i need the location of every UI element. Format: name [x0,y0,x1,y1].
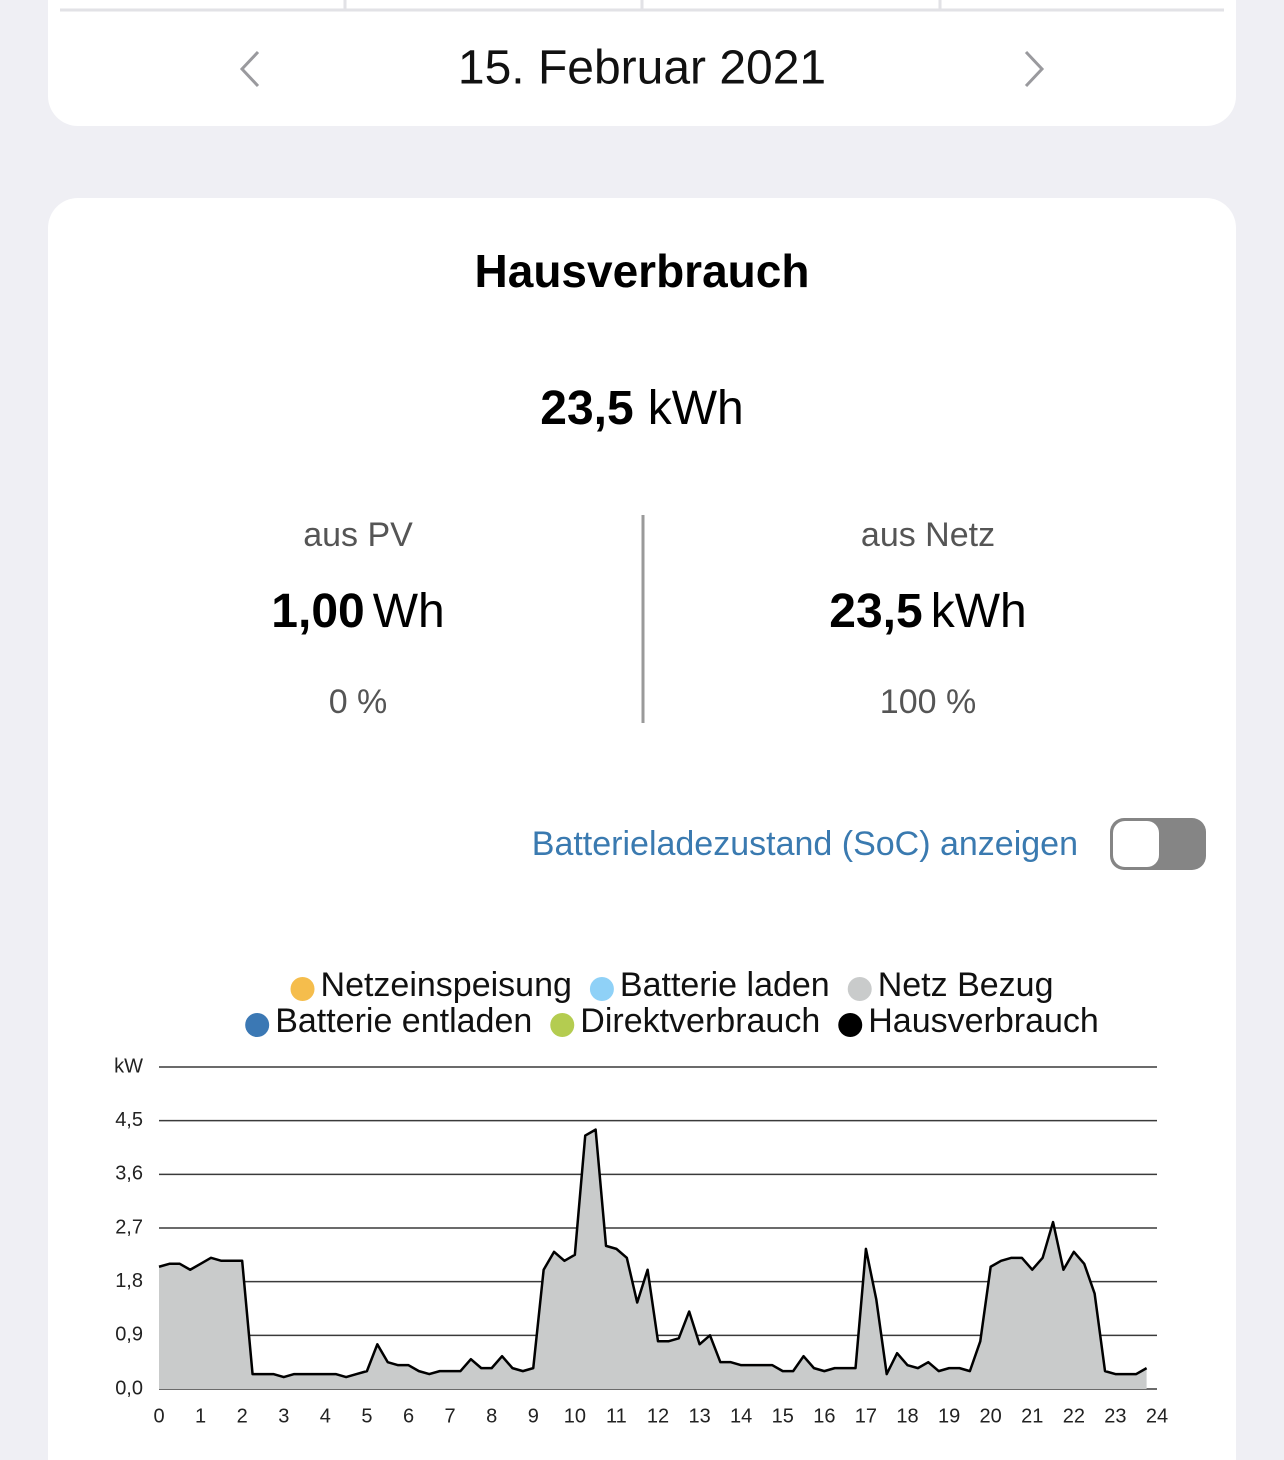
x-tick-label: 1 [195,1405,206,1427]
legend-swatch [847,977,872,1001]
y-tick-label: 1,8 [115,1270,143,1292]
y-tick-label: kW [114,1055,143,1077]
next-day[interactable] [1024,50,1045,88]
y-tick-label: 2,7 [115,1216,143,1238]
x-tick-label: 22 [1063,1405,1085,1427]
legend-item: Batterie entladen [245,1002,532,1040]
legend-item: Direktverbrauch [550,1002,820,1040]
x-tick-label: 16 [813,1405,835,1427]
x-tick-label: 23 [1104,1405,1126,1427]
total: 23,5 kWh [540,382,743,435]
legend-label: Batterie laden [620,966,830,1004]
x-tick-label: 24 [1146,1405,1168,1427]
legend-item: Netzeinspeisung [290,966,572,1004]
x-tick-label: 15 [772,1405,794,1427]
legend-swatch [838,1013,863,1037]
soc-toggle[interactable] [1110,818,1206,870]
x-tick-label: 9 [528,1405,539,1427]
legend-swatch [290,977,315,1001]
x-tick-label: 12 [647,1405,669,1427]
segment-lines [60,0,1224,12]
legend-item: Hausverbrauch [838,1002,1099,1040]
x-tick-label: 7 [445,1405,456,1427]
x-tick-label: 21 [1021,1405,1043,1427]
legend-label: Hausverbrauch [868,1002,1099,1040]
x-tick-label: 11 [606,1405,627,1427]
legend-label: Batterie entladen [275,1002,532,1040]
prev-day[interactable] [239,50,260,88]
y-tick-label: 0,9 [115,1324,143,1346]
x-tick-label: 2 [237,1405,248,1427]
consumption-card [48,198,1236,1460]
x-tick-label: 18 [896,1405,918,1427]
legend-label: Netzeinspeisung [321,966,572,1004]
legend-label: Netz Bezug [878,966,1054,1004]
legend-label: Direktverbrauch [580,1002,820,1040]
total-unit: kWh [648,382,744,435]
x-tick-label: 4 [320,1405,331,1427]
x-tick-label: 10 [564,1405,586,1427]
x-tick-label: 20 [980,1405,1002,1427]
x-tick-label: 13 [688,1405,710,1427]
netz-label: aus Netz [861,516,995,554]
x-tick-label: 17 [855,1405,877,1427]
x-tick-label: 8 [486,1405,497,1427]
legend-swatch [550,1013,575,1037]
netz-value: 23,5 [829,585,922,638]
soc-toggle-label[interactable]: Batterieladezustand (SoC) anzeigen [532,825,1078,863]
x-tick-label: 19 [938,1405,960,1427]
x-tick-label: 3 [278,1405,289,1427]
pv-unit: Wh [373,585,445,638]
legend-item: Batterie laden [589,966,830,1004]
y-tick-label: 0,0 [115,1377,143,1399]
legend-swatch [589,977,614,1001]
x-tick-label: 6 [403,1405,414,1427]
x-tick-label: 14 [730,1405,752,1427]
legend-swatch [245,1013,270,1037]
date-card [48,0,1236,126]
y-tick-label: 3,6 [115,1163,143,1185]
x-tick-label: 5 [361,1405,372,1427]
pv-value: 1,00 [271,585,364,638]
legend-item: Netz Bezug [847,966,1054,1004]
line [158,1128,1148,1379]
date: 15. Februar 2021 [458,42,826,95]
pv-amount: 1,00 Wh [271,585,444,638]
x-tick-label: 0 [153,1405,164,1427]
netz-unit: kWh [931,585,1027,638]
total-value: 23,5 [540,382,633,435]
area [159,1129,1147,1389]
y-tick-label: 4,5 [115,1109,143,1131]
card-title: Hausverbrauch [475,245,810,297]
netz-percent: 100 % [880,683,976,721]
netz-amount: 23,5 kWh [829,585,1026,638]
pv-label: aus PV [303,516,413,554]
pv-percent: 0 % [329,683,388,721]
